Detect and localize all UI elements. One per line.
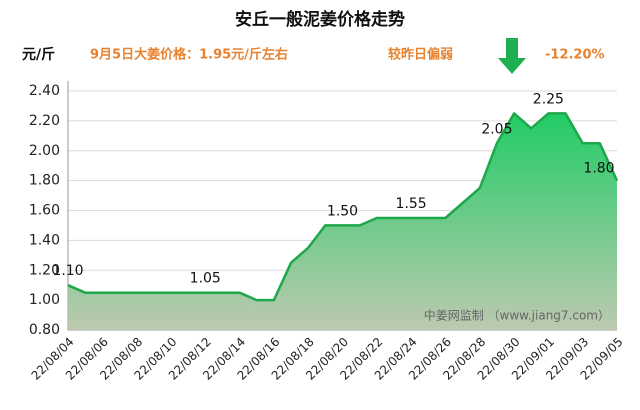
- area: [68, 113, 617, 331]
- chart-title: 安丘一般泥姜价格走势: [235, 9, 405, 30]
- y-tick-label: 1.00: [29, 292, 60, 308]
- data-label: 1.50: [327, 203, 358, 219]
- y-axis-unit: 元/斤: [22, 46, 55, 63]
- data-label: 2.05: [481, 121, 512, 137]
- y-tick-label: 1.80: [29, 173, 60, 189]
- y-tick-label: 1.20: [29, 262, 60, 278]
- watermark: 中姜网监制 （www.jiang7.com）: [424, 308, 610, 323]
- data-label: 1.05: [190, 271, 221, 287]
- change-label: 较昨日偏弱: [388, 47, 453, 63]
- data-label: 1.80: [583, 161, 614, 177]
- data-label: 1.10: [52, 263, 83, 279]
- y-tick-label: 1.40: [29, 232, 60, 248]
- y-tick-label: 0.80: [29, 322, 60, 338]
- y-tick-label: 1.60: [29, 203, 60, 219]
- data-label: 1.55: [396, 196, 427, 212]
- y-tick-label: 2.20: [29, 113, 60, 129]
- down-arrow: [498, 38, 526, 74]
- y-tick-label: 2.00: [29, 143, 60, 159]
- subtitle: 9月5日大姜价格：1.95元/斤左右: [90, 47, 288, 63]
- y-tick-label: 2.40: [29, 83, 60, 99]
- line: [67, 112, 619, 302]
- data-label: 2.25: [533, 91, 564, 107]
- change-value: -12.20%: [545, 48, 605, 63]
